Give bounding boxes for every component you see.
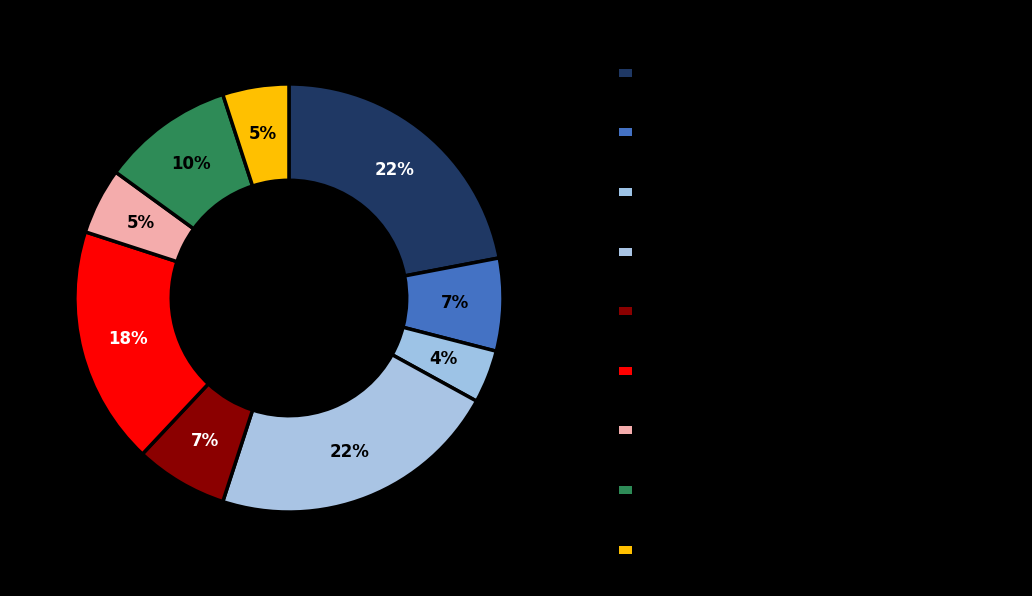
Bar	[619, 307, 633, 315]
Bar	[619, 69, 633, 77]
Text: 5%: 5%	[249, 125, 277, 143]
Wedge shape	[402, 258, 503, 351]
Wedge shape	[223, 84, 289, 186]
Wedge shape	[289, 84, 499, 276]
Text: 7%: 7%	[441, 294, 469, 312]
Text: 5%: 5%	[127, 214, 155, 232]
Text: 10%: 10%	[171, 155, 212, 173]
Text: 7%: 7%	[190, 432, 219, 450]
Text: 22%: 22%	[375, 161, 415, 179]
Wedge shape	[116, 94, 253, 229]
Wedge shape	[223, 355, 477, 512]
Bar	[619, 367, 633, 375]
Bar	[619, 426, 633, 434]
Text: 18%: 18%	[108, 330, 149, 348]
Wedge shape	[392, 327, 496, 401]
Text: 22%: 22%	[330, 443, 369, 461]
Bar	[619, 545, 633, 554]
Wedge shape	[75, 232, 208, 454]
Text: 4%: 4%	[429, 350, 457, 368]
Wedge shape	[142, 384, 253, 502]
Bar	[619, 247, 633, 256]
Wedge shape	[86, 172, 194, 262]
Bar	[619, 128, 633, 136]
Bar	[619, 188, 633, 196]
Bar	[619, 486, 633, 494]
